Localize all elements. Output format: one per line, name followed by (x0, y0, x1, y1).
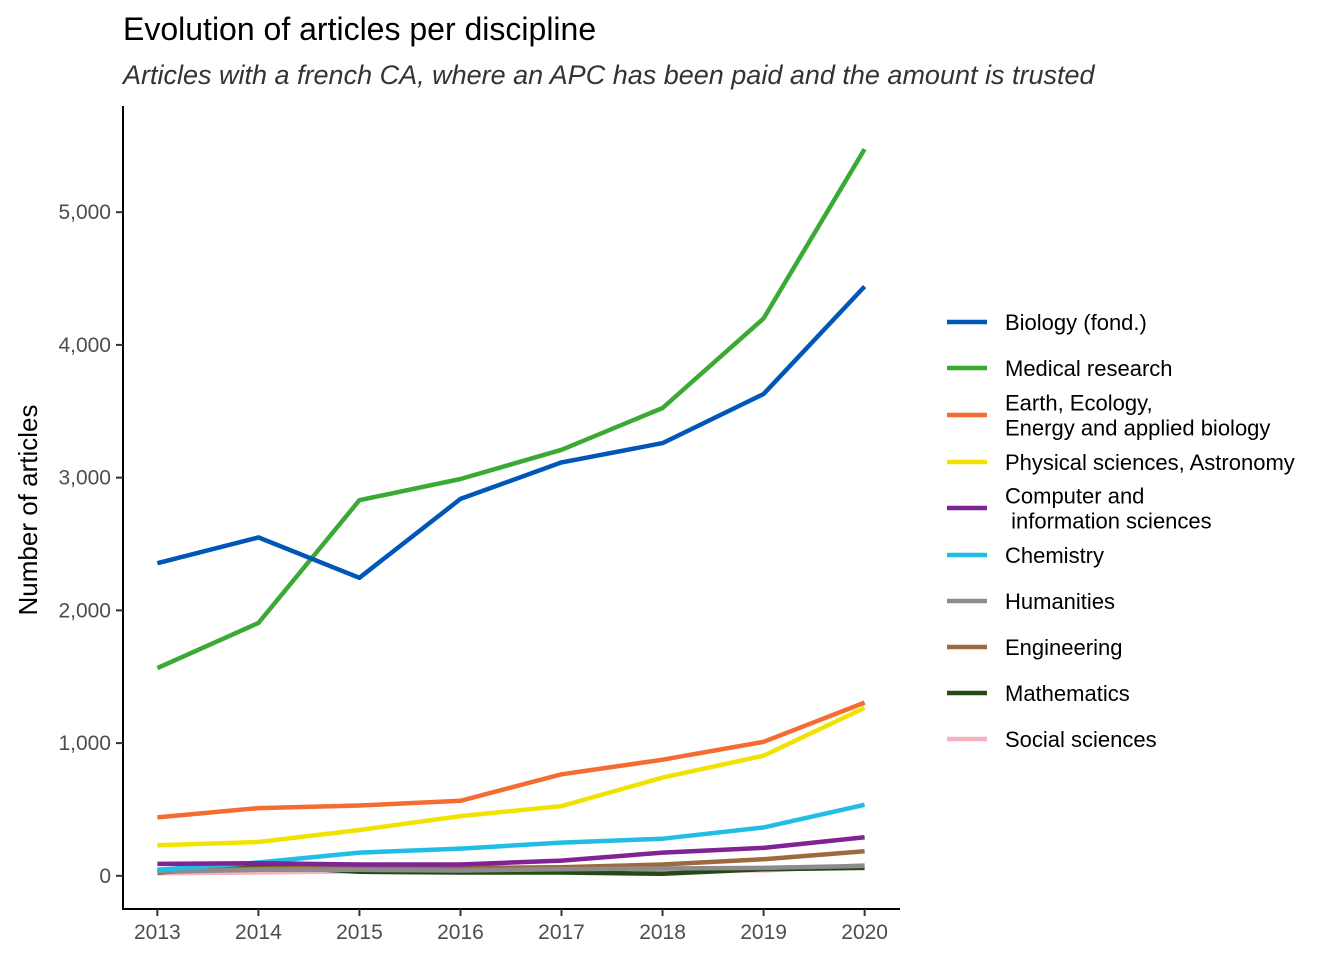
legend-item-physical-sciences-astronomy: Physical sciences, Astronomy (947, 450, 1295, 475)
series-line-medical-research (156, 147, 867, 671)
plot-series (156, 147, 867, 877)
x-tick-label: 2018 (639, 921, 686, 944)
legend-item-mathematics: Mathematics (947, 681, 1130, 706)
y-tick-label: 3,000 (58, 467, 111, 490)
legend-label: Biology (fond.) (1005, 310, 1147, 335)
y-tick-label: 0 (99, 865, 111, 888)
legend-item-humanities: Humanities (947, 589, 1115, 614)
series-line-computer-and-information-sciences (157, 835, 865, 867)
x-tick-label: 2019 (740, 921, 787, 944)
legend-label: Humanities (1005, 589, 1115, 614)
y-axis-ticks: 0 1,000 2,000 3,000 4,000 5,000 (58, 201, 123, 888)
legend-item-earth-ecology-energy-and-applied-biology: Earth, Ecology, Energy and applied biolog… (947, 391, 1270, 441)
legend-label: Medical research (1005, 356, 1173, 381)
legend-label: Social sciences (1005, 727, 1157, 752)
series-line-physical-sciences-astronomy (157, 705, 866, 848)
legend-label: Mathematics (1005, 681, 1130, 706)
x-tick-label: 2020 (841, 921, 888, 944)
legend-label: Physical sciences, Astronomy (1005, 450, 1295, 475)
y-tick-label: 4,000 (58, 334, 111, 357)
chart-subtitle: Articles with a french CA, where an APC … (121, 60, 1096, 90)
legend-item-engineering: Engineering (947, 635, 1122, 660)
series-line-earth-ecology-energy-and-applied-biology (157, 700, 866, 820)
x-tick-label: 2017 (538, 921, 585, 944)
legend-item-chemistry: Chemistry (947, 543, 1104, 568)
x-tick-label: 2014 (235, 921, 282, 944)
y-tick-label: 1,000 (58, 732, 111, 755)
series-line-biology-fond (156, 284, 867, 581)
series-line-humanities (157, 863, 865, 875)
y-axis-title: Number of articles (13, 405, 43, 616)
legend-item-social-sciences: Social sciences (947, 727, 1157, 752)
legend-label: Chemistry (1005, 543, 1104, 568)
y-tick-label: 2,000 (58, 599, 111, 622)
y-tick-label: 5,000 (58, 201, 111, 224)
x-axis-ticks: 2013 2014 2015 2016 2017 2018 2019 2020 (134, 909, 888, 944)
legend-label: Engineering (1005, 635, 1122, 660)
legend-label: Earth, Ecology, Energy and applied biolog… (1005, 391, 1270, 441)
legend: Biology (fond.) Medical research Earth, Ec… (947, 310, 1295, 752)
x-tick-label: 2016 (437, 921, 484, 944)
legend-label: Computer and information sciences (1005, 484, 1212, 534)
legend-item-biology-fond: Biology (fond.) (947, 310, 1147, 335)
x-tick-label: 2013 (134, 921, 181, 944)
legend-item-medical-research: Medical research (947, 356, 1173, 381)
chart-title: Evolution of articles per discipline (123, 11, 596, 47)
legend-item-computer-and-information-sciences: Computer and information sciences (947, 484, 1212, 534)
series-line-chemistry (157, 802, 866, 873)
x-tick-label: 2015 (336, 921, 383, 944)
